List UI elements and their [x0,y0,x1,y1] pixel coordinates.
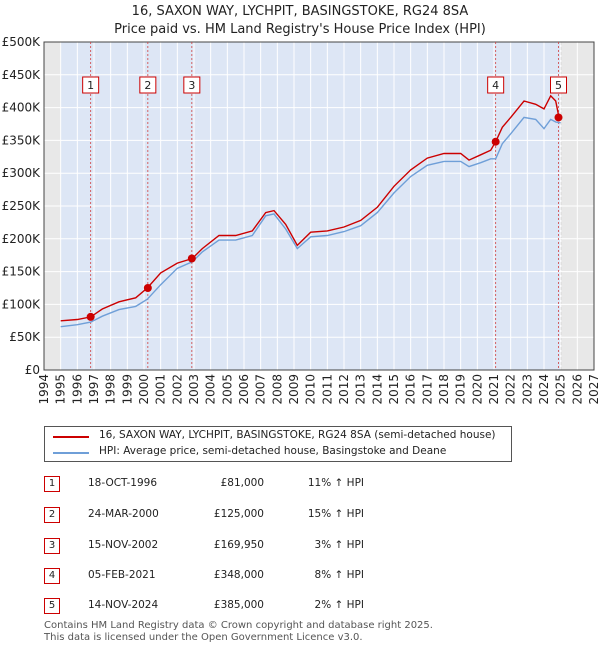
x-tick-label: 2020 [470,374,484,405]
y-tick-label: £150K [2,265,42,279]
x-tick-label: 2016 [404,374,418,405]
marker-badge [82,76,100,94]
y-tick-label: £350K [2,133,42,147]
transaction-number: 1 [44,476,60,492]
x-tick-label: 2013 [354,374,368,405]
y-tick-label: £0 [25,363,40,377]
footer-copyright: Contains HM Land Registry data © Crown c… [44,620,433,631]
x-tick-label: 2026 [570,374,584,405]
y-tick-label: £300K [2,166,42,180]
transaction-hpi: 3% ↑ HPI [314,539,364,551]
marker-badge [550,76,567,94]
transaction-price: £81,000 [220,477,264,489]
footer-licence: This data is licensed under the Open Gov… [44,632,363,643]
legend-label-hpi: HPI: Average price, semi-detached house,… [99,445,447,457]
transaction-date: 24-MAR-2000 [88,508,159,520]
y-tick-label: £450K [2,68,42,82]
transaction-date: 15-NOV-2002 [88,539,159,551]
x-tick-label: 2009 [287,374,301,405]
x-tick-label: 2018 [437,374,451,405]
chart-subtitle: Price paid vs. HM Land Registry's House … [114,22,486,37]
plot-frame [43,41,595,371]
x-tick-label: 2015 [387,374,401,405]
x-tick-label: 1996 [70,374,84,405]
x-tick-label: 1997 [87,374,101,405]
x-tick-label: 2003 [187,374,201,405]
x-tick-label: 2008 [270,374,284,405]
marker-badge [183,76,201,94]
hpi-line [60,116,561,328]
sale-point [491,137,500,146]
transaction-hpi: 8% ↑ HPI [314,569,364,581]
sale-point [86,312,95,321]
property-line [60,94,561,322]
transaction-price: £348,000 [213,569,264,581]
legend: 16, SAXON WAY, LYCHPIT, BASINGSTOKE, RG2… [44,426,512,462]
x-tick-label: 2023 [520,374,534,405]
x-tick-label: 2014 [370,374,384,405]
transaction-price: £125,000 [213,508,264,520]
y-tick-label: £50K [9,330,41,344]
x-tick-label: 1995 [54,374,68,405]
marker-label: 1 [87,79,94,92]
transaction-hpi: 15% ↑ HPI [307,508,364,520]
price-chart: £0 £50K £100K £150K £200K £250K £300K £350K £400… [2,35,600,405]
transaction-hpi: 11% ↑ HPI [307,477,364,489]
x-tick-label: 1994 [37,374,51,405]
x-tick-label: 2025 [554,374,568,405]
x-tick-label: 2011 [320,374,334,405]
y-tick-label: £100K [2,297,42,311]
marker-label: 2 [144,79,151,92]
x-tick-label: 2010 [304,374,318,405]
transaction-number: 2 [44,507,60,523]
transaction-price: £169,950 [213,539,264,551]
x-tick-label: 1998 [104,374,118,405]
x-tick-label: 2000 [137,374,151,405]
x-tick-label: 2022 [504,374,518,405]
transaction-number: 5 [44,598,60,614]
x-tick-label: 2024 [537,374,551,405]
x-tick-label: 2017 [420,374,434,405]
sale-point [554,113,563,122]
x-tick-label: 2027 [587,374,600,405]
x-tick-label: 2019 [454,374,468,405]
x-tick-label: 2012 [337,374,351,405]
y-tick-label: £250K [2,199,42,213]
marker-badge [139,76,157,94]
transaction-date: 14-NOV-2024 [88,599,159,611]
x-tick-label: 1999 [120,374,134,405]
sale-point [143,284,152,292]
chart-title: 16, SAXON WAY, LYCHPIT, BASINGSTOKE, RG2… [131,4,469,19]
x-tick-label: 2004 [204,374,218,405]
marker-label: 3 [188,79,195,92]
legend-swatch-hpi [53,452,89,454]
sale-point [187,254,196,263]
transaction-date: 05-FEB-2021 [88,569,156,581]
transaction-hpi: 2% ↑ HPI [314,599,364,611]
marker-badge [487,76,505,94]
legend-swatch-property [53,436,89,438]
x-tick-label: 2001 [154,374,168,405]
transaction-price: £385,000 [213,599,264,611]
transaction-number: 3 [44,538,60,554]
x-tick-label: 2006 [237,374,251,405]
x-tick-label: 2021 [487,374,501,405]
x-tick-label: 2005 [220,374,234,405]
marker-label: 4 [492,79,499,92]
transaction-number: 4 [44,568,60,584]
legend-label-property: 16, SAXON WAY, LYCHPIT, BASINGSTOKE, RG2… [99,429,496,441]
x-tick-label: 2007 [254,374,268,405]
x-tick-label: 2002 [170,374,184,405]
y-tick-label: £200K [2,232,42,246]
marker-label: 5 [555,79,562,92]
transaction-date: 18-OCT-1996 [88,477,157,489]
y-tick-label: £400K [2,101,42,115]
y-tick-label: £500K [2,35,42,49]
